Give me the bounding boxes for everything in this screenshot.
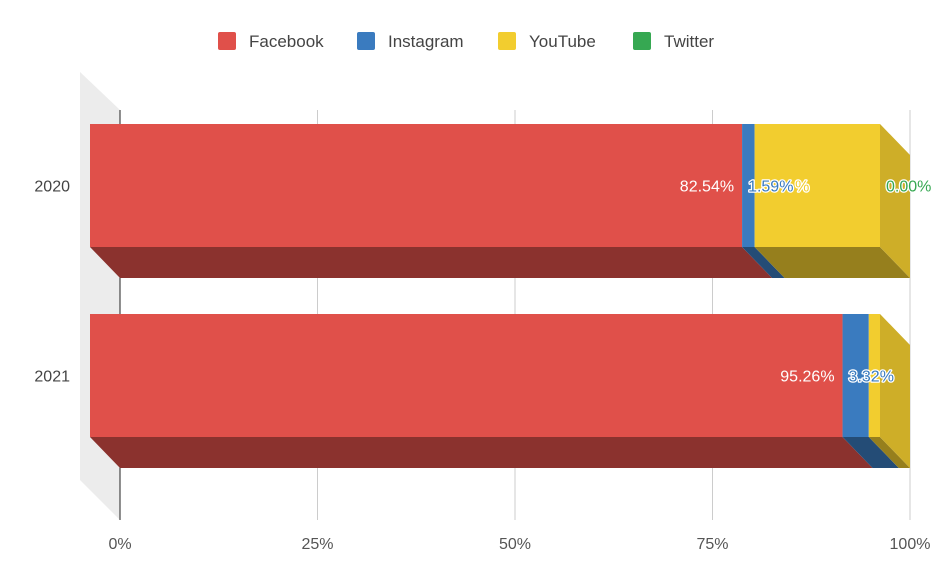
bar-end-face bbox=[880, 124, 910, 278]
x-tick-label: 100% bbox=[890, 536, 931, 553]
legend-label[interactable]: YouTube bbox=[529, 32, 596, 51]
x-tick-label: 25% bbox=[301, 536, 333, 553]
legend-swatch[interactable] bbox=[633, 32, 651, 50]
bar-segment[interactable] bbox=[90, 124, 743, 247]
data-label: 3.32% bbox=[849, 369, 894, 386]
y-category-label: 2020 bbox=[34, 179, 70, 196]
legend-label[interactable]: Instagram bbox=[388, 32, 464, 51]
y-category-label: 2021 bbox=[34, 369, 70, 386]
legend-label[interactable]: Facebook bbox=[249, 32, 324, 51]
data-label: 1.59% bbox=[748, 179, 793, 196]
legend-swatch[interactable] bbox=[357, 32, 375, 50]
bar-bottom-face bbox=[90, 247, 773, 278]
data-label: 95.26% bbox=[780, 369, 834, 386]
bar-segment[interactable] bbox=[90, 314, 843, 437]
bar-segment[interactable] bbox=[742, 124, 755, 247]
bar-segment[interactable] bbox=[842, 314, 869, 437]
x-tick-label: 0% bbox=[108, 536, 131, 553]
bar-segment[interactable] bbox=[754, 124, 880, 247]
bar-bottom-face bbox=[868, 437, 910, 468]
bar-segment[interactable] bbox=[868, 314, 880, 437]
bar-bottom-face bbox=[90, 437, 873, 468]
data-label: 0.00% bbox=[886, 179, 931, 196]
data-label: % bbox=[795, 179, 809, 196]
bar-bottom-face bbox=[754, 247, 910, 278]
data-label: 82.54% bbox=[680, 179, 734, 196]
legend-label[interactable]: Twitter bbox=[664, 32, 714, 51]
legend-swatch[interactable] bbox=[498, 32, 516, 50]
legend-swatch[interactable] bbox=[218, 32, 236, 50]
bar-bottom-face bbox=[742, 247, 785, 278]
x-tick-label: 75% bbox=[696, 536, 728, 553]
bar-end-face bbox=[880, 314, 910, 468]
bar-bottom-face bbox=[842, 437, 899, 468]
x-tick-label: 50% bbox=[499, 536, 531, 553]
